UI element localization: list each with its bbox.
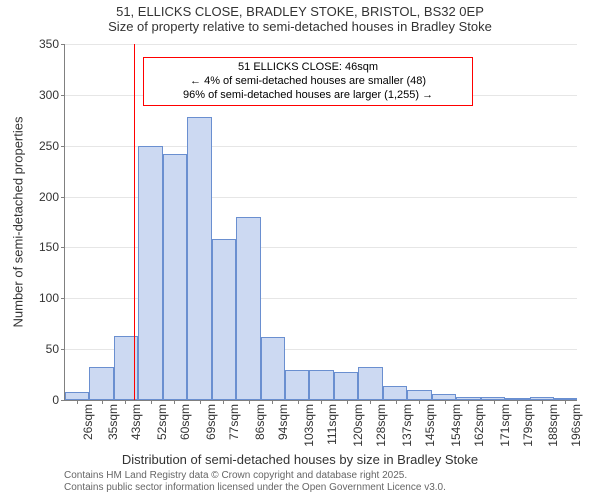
xtick-mark	[321, 400, 322, 404]
xtick-label: 179sqm	[521, 404, 535, 447]
xtick-mark	[370, 400, 371, 404]
xtick-mark	[272, 400, 273, 404]
attribution-footer: Contains HM Land Registry data © Crown c…	[64, 470, 600, 494]
xtick-mark	[200, 400, 201, 404]
ytick-label: 150	[39, 240, 65, 254]
ytick-label: 200	[39, 190, 65, 204]
chart-title-line2: Size of property relative to semi-detach…	[0, 19, 600, 34]
property-marker-line	[134, 44, 135, 400]
xtick-label: 162sqm	[472, 404, 486, 447]
ytick-label: 50	[46, 342, 65, 356]
info-box-line: 51 ELLICKS CLOSE: 46sqm	[150, 61, 467, 75]
histogram-bar	[309, 370, 333, 401]
xtick-mark	[102, 400, 103, 404]
xtick-label: 137sqm	[400, 404, 414, 447]
chart-title-block: 51, ELLICKS CLOSE, BRADLEY STOKE, BRISTO…	[0, 4, 600, 34]
xtick-mark	[445, 400, 446, 404]
histogram-bar	[89, 367, 113, 400]
xtick-mark	[517, 400, 518, 404]
xtick-mark	[468, 400, 469, 404]
xtick-label: 128sqm	[374, 404, 388, 447]
info-box-line: ← 4% of semi-detached houses are smaller…	[150, 75, 467, 89]
ytick-label: 100	[39, 291, 65, 305]
xtick-mark	[249, 400, 250, 404]
histogram-bar	[236, 217, 260, 400]
xtick-mark	[125, 400, 126, 404]
x-axis-label: Distribution of semi-detached houses by …	[0, 452, 600, 467]
xtick-label: 77sqm	[227, 404, 241, 440]
xtick-mark	[542, 400, 543, 404]
histogram-bar	[65, 392, 89, 400]
histogram-bar	[138, 146, 162, 400]
xtick-mark	[419, 400, 420, 404]
xtick-mark	[494, 400, 495, 404]
xtick-label: 196sqm	[569, 404, 583, 447]
xtick-label: 171sqm	[498, 404, 512, 447]
ytick-label: 0	[52, 393, 65, 407]
property-info-box: 51 ELLICKS CLOSE: 46sqm← 4% of semi-deta…	[143, 57, 474, 106]
histogram-bar	[383, 386, 407, 400]
ytick-label: 350	[39, 37, 65, 51]
xtick-label: 52sqm	[155, 404, 169, 440]
xtick-mark	[77, 400, 78, 404]
histogram-bar	[358, 367, 382, 400]
gridline-h	[65, 44, 577, 45]
xtick-mark	[396, 400, 397, 404]
xtick-label: 94sqm	[276, 404, 290, 440]
xtick-label: 103sqm	[302, 404, 316, 447]
property-size-chart: 51, ELLICKS CLOSE, BRADLEY STOKE, BRISTO…	[0, 0, 600, 500]
xtick-mark	[347, 400, 348, 404]
ytick-label: 250	[39, 139, 65, 153]
footer-line2: Contains public sector information licen…	[64, 482, 600, 494]
footer-line1: Contains HM Land Registry data © Crown c…	[64, 470, 600, 482]
xtick-label: 145sqm	[423, 404, 437, 447]
xtick-mark	[565, 400, 566, 404]
histogram-bar	[163, 154, 187, 400]
y-axis-label: Number of semi-detached properties	[11, 117, 26, 328]
histogram-bar	[212, 239, 236, 400]
histogram-bar	[334, 372, 358, 400]
ytick-label: 300	[39, 88, 65, 102]
plot-area: 05010015020025030035026sqm35sqm43sqm52sq…	[64, 44, 577, 401]
xtick-label: 26sqm	[81, 404, 95, 440]
xtick-label: 111sqm	[325, 404, 339, 445]
xtick-mark	[223, 400, 224, 404]
xtick-mark	[151, 400, 152, 404]
xtick-mark	[298, 400, 299, 404]
histogram-bar	[285, 370, 309, 401]
xtick-label: 154sqm	[449, 404, 463, 447]
xtick-label: 69sqm	[204, 404, 218, 440]
xtick-label: 120sqm	[351, 404, 365, 447]
xtick-label: 35sqm	[106, 404, 120, 440]
histogram-bar	[261, 337, 285, 400]
xtick-label: 188sqm	[546, 404, 560, 447]
xtick-label: 43sqm	[129, 404, 143, 440]
xtick-mark	[174, 400, 175, 404]
info-box-line: 96% of semi-detached houses are larger (…	[150, 89, 467, 103]
histogram-bar	[187, 117, 211, 400]
xtick-label: 86sqm	[253, 404, 267, 440]
xtick-label: 60sqm	[178, 404, 192, 440]
histogram-bar	[407, 390, 431, 400]
chart-title-line1: 51, ELLICKS CLOSE, BRADLEY STOKE, BRISTO…	[0, 4, 600, 19]
